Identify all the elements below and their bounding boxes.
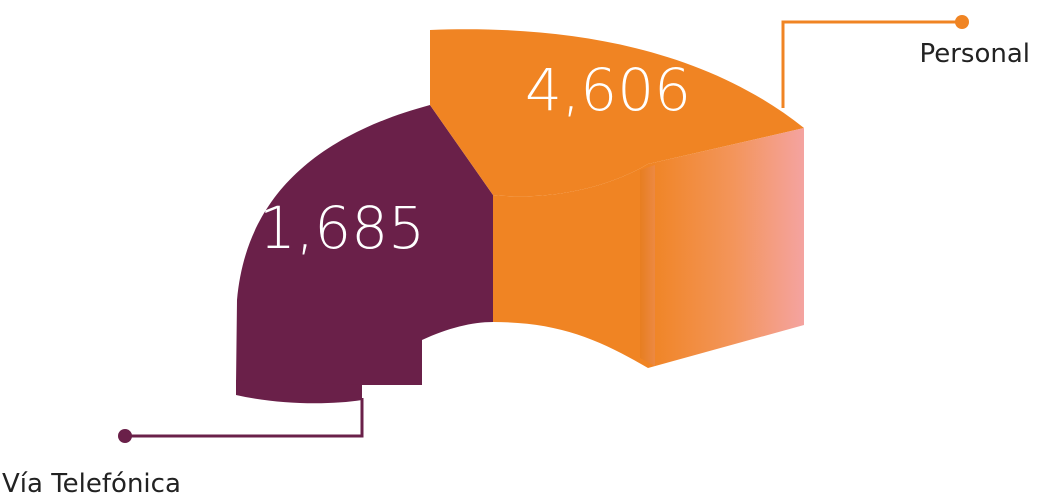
- value-label-personal: 4,606: [525, 56, 691, 124]
- callout-line-personal: [781, 20, 962, 108]
- slice-personal-edge: [640, 165, 655, 366]
- legend-label-personal: Personal: [919, 39, 1030, 69]
- slice-personal: [430, 29, 804, 197]
- slice-via-telefonica: [236, 105, 493, 385]
- callout-dot-via-telefonica: [118, 429, 132, 443]
- slice-personal-front: [493, 164, 648, 368]
- value-label-via-telefonica: 1,685: [259, 194, 425, 262]
- legend-label-via-telefonica: Vía Telefónica: [2, 469, 181, 499]
- callout-dot-personal: [955, 15, 969, 29]
- slice-via-telefonica-base: [236, 380, 362, 404]
- callout-line-via-telefonica: [125, 398, 364, 438]
- slice-personal-side: [648, 128, 804, 368]
